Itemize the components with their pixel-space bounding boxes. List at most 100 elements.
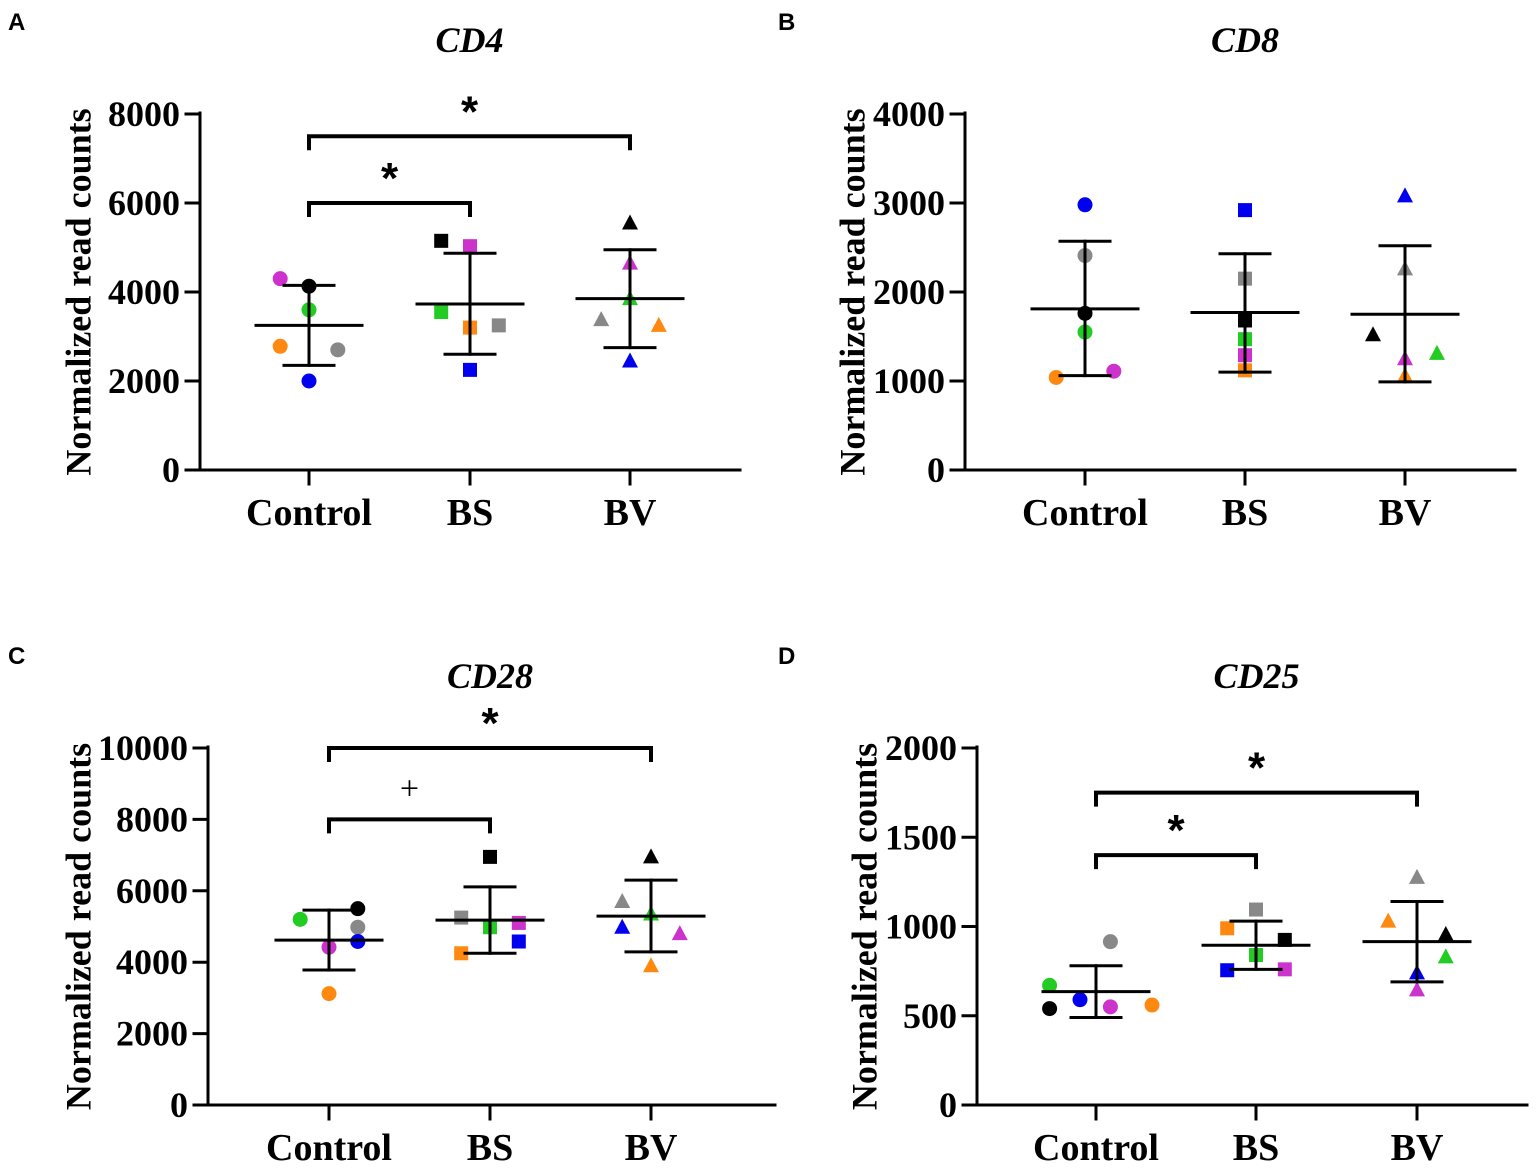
x-tick-label: BV	[1379, 492, 1432, 534]
data-point	[463, 239, 477, 254]
x-tick-label: BS	[467, 1127, 513, 1168]
bracket-line	[327, 746, 653, 762]
y-tick-label: 8000	[116, 799, 188, 839]
significance-label: +	[400, 770, 419, 807]
chart-title: CD28	[447, 656, 533, 696]
x-tick-label: Control	[1022, 492, 1148, 534]
data-point	[1397, 187, 1413, 203]
data-point	[1077, 197, 1093, 213]
bracket-line	[307, 201, 472, 217]
data-point	[1409, 868, 1425, 884]
chart-title: CD4	[435, 20, 503, 60]
panel-letter: D	[778, 643, 795, 670]
data-point	[650, 316, 667, 332]
data-point	[1042, 977, 1058, 993]
y-tick-label: 0	[162, 450, 180, 490]
y-tick-label: 0	[170, 1085, 188, 1125]
chart-title: CD25	[1213, 656, 1299, 696]
y-tick-label: 4000	[108, 272, 180, 312]
data-point	[1048, 369, 1064, 385]
data-point	[1072, 992, 1088, 1008]
data-point	[434, 305, 449, 320]
data-point	[614, 918, 631, 934]
chart-title: CD8	[1211, 20, 1279, 60]
y-tick-label: 4000	[116, 942, 188, 982]
data-point	[454, 910, 469, 925]
data-point	[1220, 963, 1235, 978]
y-tick-label: 6000	[116, 871, 188, 911]
panel-D: D CD25 Normalized read counts 0 500 1000 1500 2…	[778, 643, 1529, 1168]
panel-letter: C	[8, 643, 25, 670]
data-point	[272, 338, 288, 354]
data-point	[272, 271, 288, 287]
data-point	[593, 311, 610, 327]
panel-C: C CD28 Normalized read counts 0 2000 4000 6000…	[8, 643, 777, 1168]
data-point	[643, 848, 659, 864]
data-point	[1042, 1001, 1058, 1017]
data-point	[454, 946, 469, 961]
data-point	[511, 915, 526, 930]
y-tick-label: 1000	[873, 361, 945, 401]
y-tick-label: 1000	[885, 907, 957, 947]
data-point	[643, 957, 659, 973]
data-point	[1144, 997, 1160, 1013]
data-point	[671, 925, 688, 941]
significance-bracket: *	[307, 87, 632, 151]
y-tick-label: 10000	[98, 728, 188, 768]
x-tick-label: BS	[1233, 1127, 1279, 1168]
significance-label: *	[1167, 806, 1185, 855]
data-point	[1429, 344, 1445, 360]
data-point	[1409, 981, 1425, 997]
bracket-line	[307, 134, 632, 151]
x-tick-label: Control	[266, 1127, 392, 1168]
data-point	[350, 901, 366, 917]
significance-bracket: *	[1094, 744, 1419, 807]
data-point	[1277, 962, 1292, 977]
data-point	[1437, 948, 1454, 964]
y-tick-label: 2000	[885, 728, 957, 768]
y-tick-label: 0	[927, 450, 945, 490]
data-point	[491, 318, 506, 333]
data-point	[614, 893, 631, 909]
y-axis-label: Normalized read counts	[844, 743, 884, 1110]
x-tick-label: Control	[1033, 1127, 1159, 1168]
data-point	[434, 233, 449, 248]
data-point	[330, 342, 346, 358]
data-point	[622, 352, 638, 368]
y-tick-label: 2000	[108, 361, 180, 401]
data-point	[1102, 999, 1118, 1015]
bracket-line	[327, 817, 492, 834]
y-tick-label: 2000	[873, 272, 945, 312]
y-axis-label: Normalized read counts	[832, 108, 872, 475]
x-tick-label: BS	[447, 492, 493, 534]
x-tick-label: Control	[246, 492, 372, 534]
data-point	[1380, 912, 1397, 928]
data-point	[301, 373, 317, 389]
data-point	[1365, 326, 1381, 342]
bracket-line	[1094, 853, 1258, 870]
data-point	[1277, 932, 1292, 947]
y-axis-label: Normalized read counts	[58, 108, 98, 475]
y-tick-label: 0	[939, 1085, 957, 1125]
data-point	[350, 919, 366, 935]
y-tick-label: 4000	[873, 94, 945, 134]
data-point	[1238, 203, 1252, 218]
significance-bracket: *	[307, 154, 472, 217]
data-point	[483, 849, 497, 864]
x-tick-label: BV	[604, 492, 657, 534]
data-point	[1249, 902, 1263, 917]
significance-label: *	[481, 699, 499, 748]
panel-B: B CD8 Normalized read counts 0 1000 2000 3000 4…	[778, 9, 1517, 534]
x-tick-label: BV	[625, 1127, 678, 1168]
data-point	[1220, 921, 1235, 936]
y-tick-label: 3000	[873, 183, 945, 223]
data-point	[1102, 934, 1118, 950]
data-point	[321, 986, 337, 1002]
significance-label: *	[1248, 744, 1266, 793]
y-tick-label: 500	[903, 996, 957, 1036]
panel-letter: A	[8, 9, 25, 36]
significance-label: *	[381, 154, 399, 203]
significance-label: *	[461, 87, 479, 136]
significance-bracket: *	[1094, 806, 1258, 870]
